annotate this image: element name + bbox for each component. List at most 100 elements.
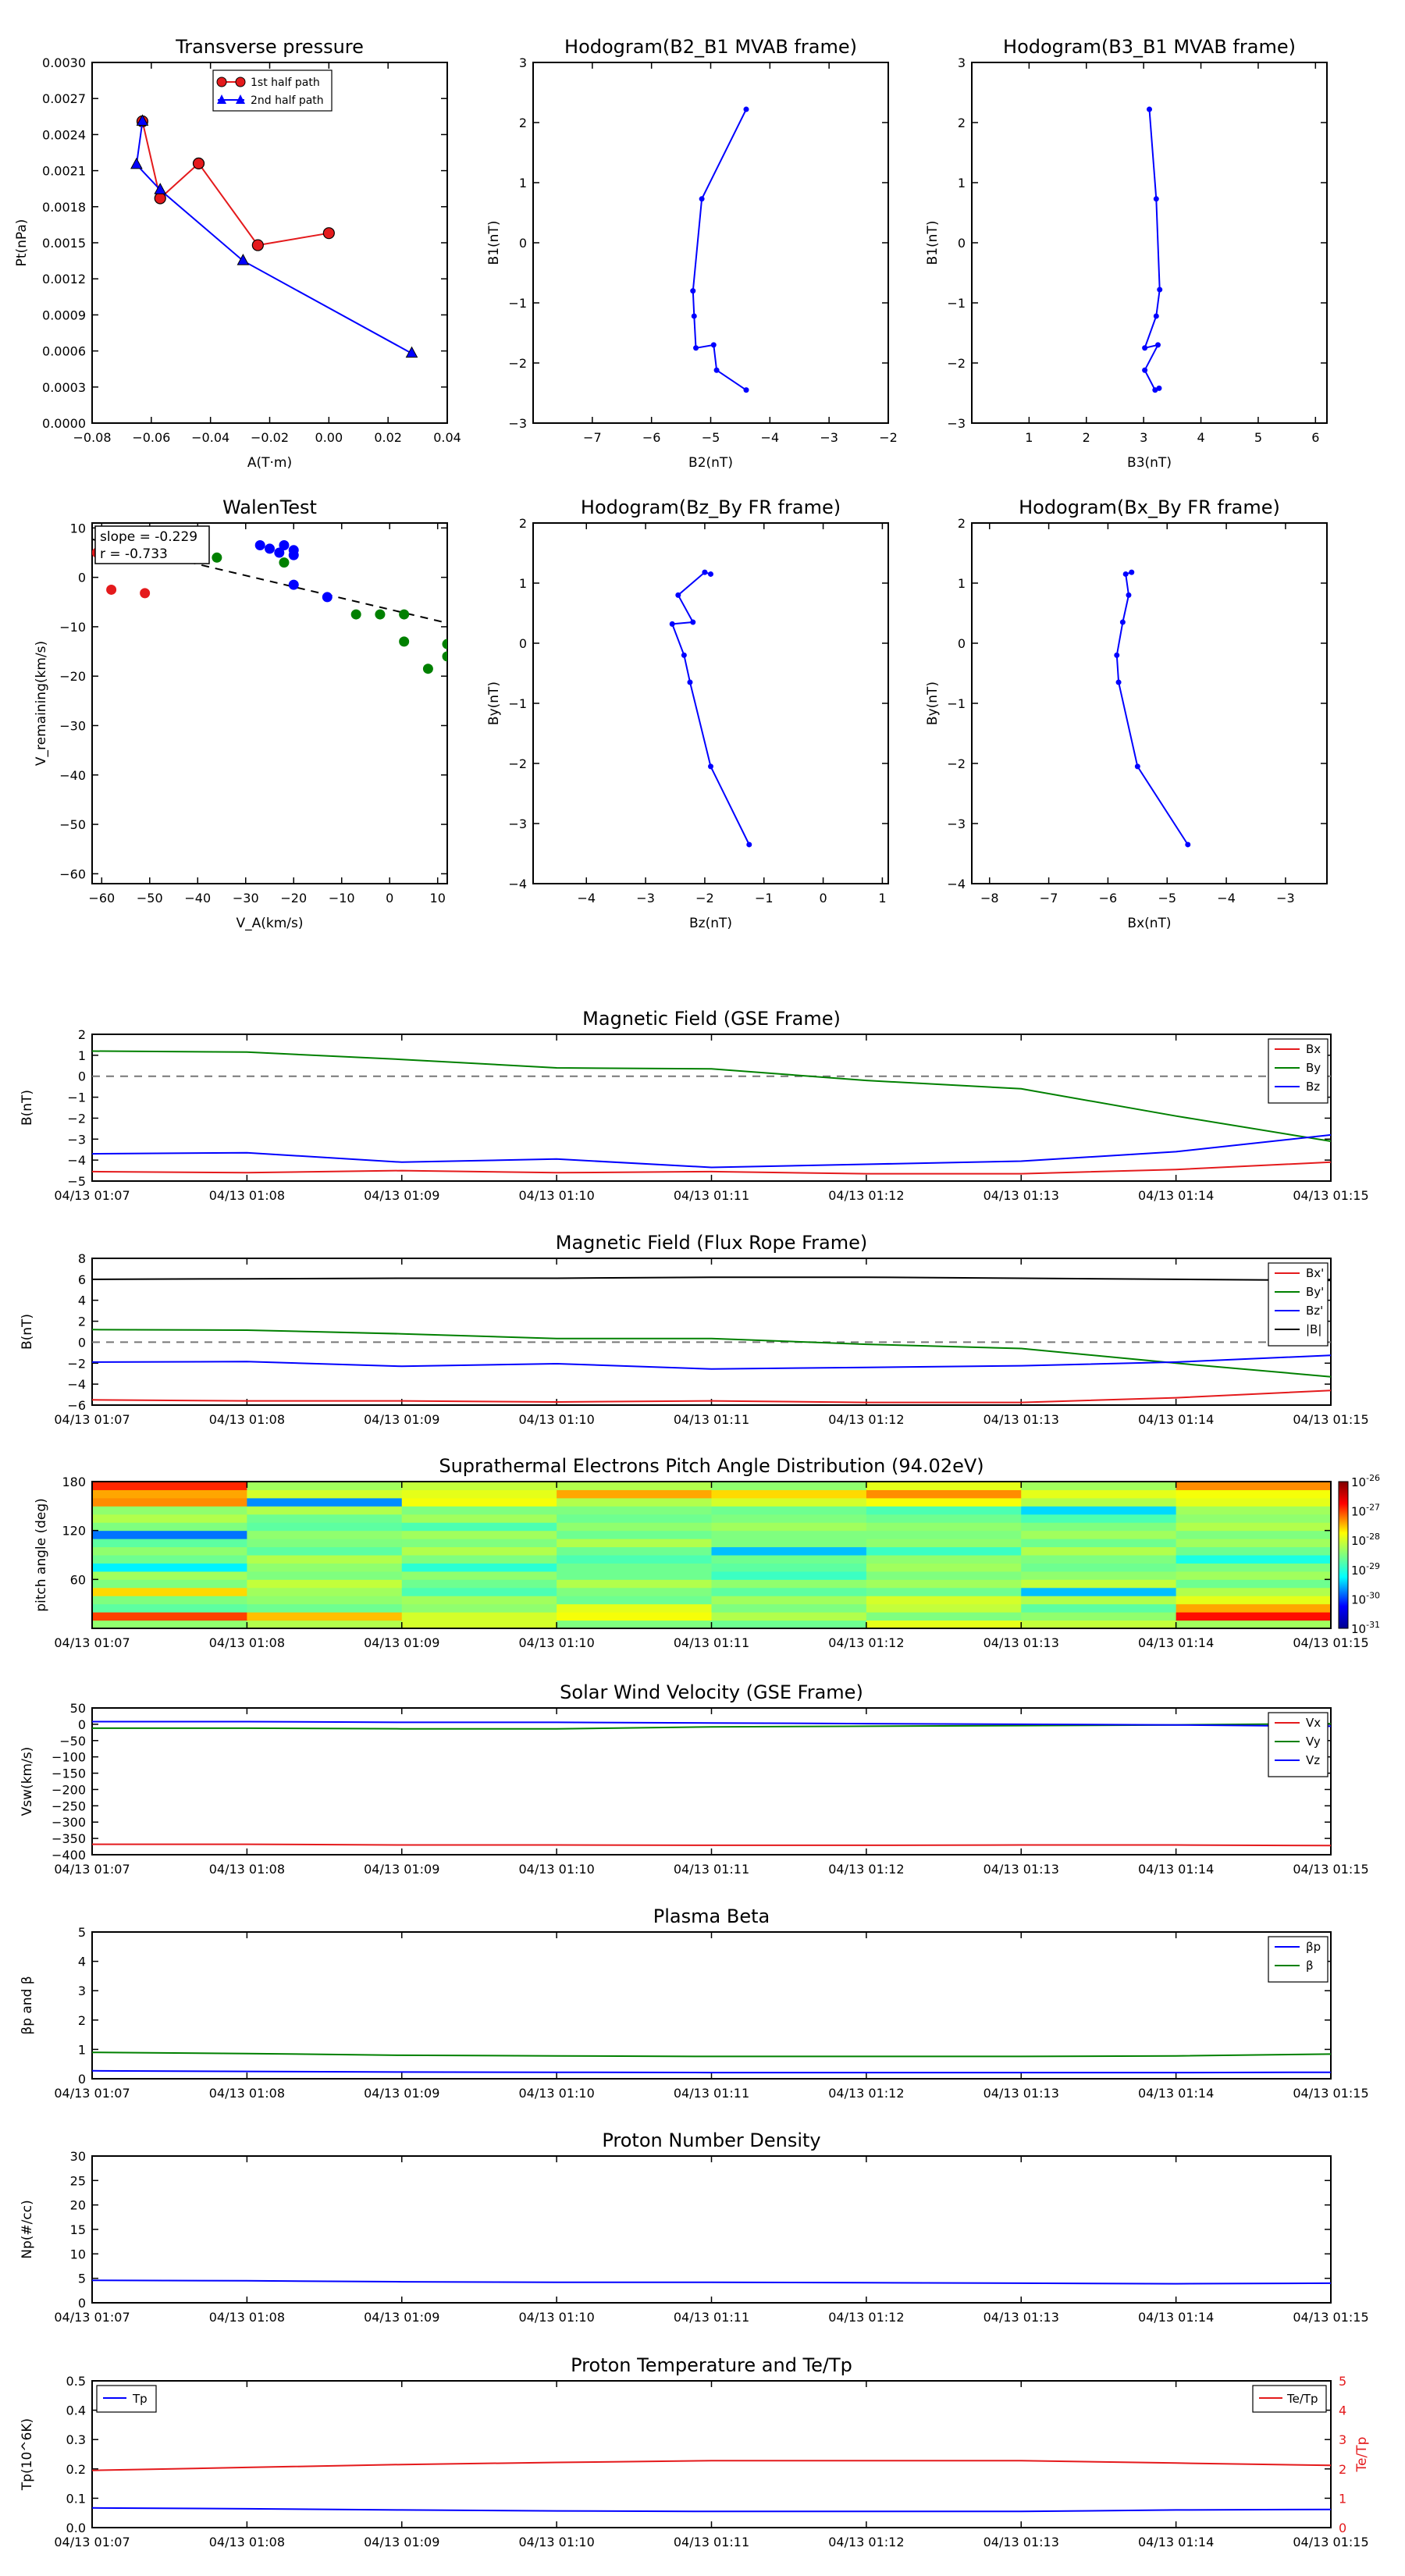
y-tick-label: 0 — [78, 2072, 86, 2087]
annotation-r: r = -0.733 — [100, 546, 168, 562]
series-line-0 — [670, 571, 750, 845]
hodogram-bx-by-chart: Hodogram(Bx_By FR frame) −4 −3 −2 −1 0 1 2 −8 −7 −… — [925, 496, 1328, 931]
heatmap-cell — [1176, 1612, 1332, 1621]
y-tick-label: −350 — [52, 1831, 86, 1846]
heatmap-cell — [92, 1620, 247, 1629]
x-tick-label: 04/13 01:14 — [1138, 2310, 1214, 2325]
y-tick-label: −300 — [52, 1815, 86, 1830]
heatmap-cell — [401, 1587, 557, 1596]
y-tick-label: −400 — [52, 1848, 86, 1863]
heatmap-cell — [557, 1489, 712, 1499]
data-point — [154, 192, 166, 205]
y-tick-label: −3 — [947, 416, 966, 431]
legend-marker — [217, 94, 226, 104]
data-point — [1115, 679, 1122, 685]
y-tick-label: 0.5 — [66, 2374, 86, 2389]
heatmap-cell — [401, 1522, 557, 1532]
heatmap-cell — [711, 1482, 867, 1490]
heatmap-cell — [866, 1620, 1022, 1629]
heatmap-cell — [711, 1612, 867, 1621]
chart-title: Hodogram(B2_B1 MVAB frame) — [564, 36, 857, 58]
heatmap-cell — [557, 1555, 712, 1564]
x-tick-label: 04/13 01:08 — [209, 2086, 285, 2101]
x-tick-label: 04/13 01:07 — [54, 1635, 130, 1650]
y-tick-label: −60 — [59, 866, 86, 881]
y-axis-label: Vsw(km/s) — [20, 1747, 35, 1816]
x-tick-label: 04/13 01:08 — [209, 1188, 285, 1203]
y-tick-label: 0.0030 — [42, 55, 86, 70]
heatmap-cell — [247, 1497, 403, 1507]
heatmap-cell — [557, 1514, 712, 1523]
x-tick-label: −40 — [184, 891, 211, 906]
heatmap-cell — [557, 1587, 712, 1596]
data-point — [212, 552, 222, 563]
x-tick-label: 04/13 01:11 — [674, 1412, 749, 1427]
y-axis-label: pitch angle (deg) — [34, 1498, 49, 1612]
data-point — [322, 227, 335, 240]
x-tick-label: 04/13 01:15 — [1293, 1635, 1368, 1650]
transverse-pressure-chart: Transverse pressure 0.0000 0.0003 0.0006 0.0… — [14, 36, 461, 471]
y-tick-label: −10 — [59, 620, 86, 635]
plot-frame — [91, 1707, 1332, 1856]
x-tick-label: 04/13 01:14 — [1138, 2086, 1214, 2101]
heatmap-cell — [401, 1603, 557, 1613]
x-tick-label: 04/13 01:11 — [674, 1862, 749, 1877]
heatmap-cell — [1021, 1546, 1177, 1556]
legend-label: 2nd half path — [251, 94, 324, 107]
y-tick-label: 0 — [958, 636, 966, 651]
heatmap-cell — [866, 1539, 1022, 1548]
heatmap-cell — [247, 1522, 403, 1532]
x-tick-label: 04/13 01:07 — [54, 1862, 130, 1877]
y-tick-label: 180 — [62, 1475, 86, 1489]
y-tick-label: 2 — [78, 1027, 86, 1042]
heatmap-cell — [1176, 1579, 1332, 1589]
legend-label: 1st half path — [251, 76, 320, 89]
x-axis-label: Bx(nT) — [1127, 916, 1171, 931]
x-tick-label: 04/13 01:09 — [364, 2310, 439, 2325]
data-point — [1134, 763, 1140, 770]
x-tick-label: −10 — [329, 891, 355, 906]
y-tick-label: −1 — [947, 296, 966, 311]
legend-label: Bz — [1306, 1080, 1320, 1094]
x-tick-label: −60 — [88, 891, 115, 906]
heatmap-cell — [247, 1603, 403, 1613]
chart-title: Transverse pressure — [175, 36, 364, 58]
heatmap-cell — [92, 1563, 247, 1572]
data-point — [130, 157, 143, 169]
y-tick-label: 2 — [78, 1315, 86, 1329]
heatmap-cell — [1021, 1489, 1177, 1499]
data-point — [322, 592, 333, 603]
heatmap-cell — [866, 1603, 1022, 1613]
heatmap-cell — [92, 1546, 247, 1556]
heatmap-cell — [557, 1539, 712, 1548]
x-tick-label: 04/13 01:10 — [518, 1635, 594, 1650]
x-tick-label: 04/13 01:13 — [984, 1188, 1059, 1203]
heatmap-cell — [247, 1546, 403, 1556]
series-line-0 — [91, 2069, 1332, 2074]
y-axis-label: Tp(10^6K) — [20, 2418, 35, 2491]
y-tick-label: 2 — [958, 516, 966, 531]
x-tick-label: 04/13 01:14 — [1138, 1412, 1214, 1427]
plot-frame — [91, 1258, 1332, 1406]
x-axis-label: V_A(km/s) — [236, 916, 303, 931]
chart-title: Magnetic Field (GSE Frame) — [582, 1008, 841, 1030]
y-tick-label: 1 — [78, 1048, 86, 1063]
series-line-1 — [91, 2051, 1332, 2058]
heatmap-cell — [557, 1620, 712, 1629]
x-tick-label: 04/13 01:11 — [674, 2535, 749, 2549]
legend-label: Te/Tp — [1286, 2392, 1318, 2406]
y-axis-label: B1(nT) — [486, 221, 502, 265]
y-tick-label: −2 — [947, 756, 966, 771]
x-tick-label: 04/13 01:14 — [1138, 1635, 1214, 1650]
heatmap-cell — [247, 1506, 403, 1515]
heatmap-cell — [92, 1603, 247, 1613]
y-tick-label: −3 — [508, 817, 527, 831]
y-right-tick-label: 3 — [1339, 2432, 1346, 2447]
colorbar-exponent: -27 — [1366, 1503, 1380, 1513]
colorbar-base: 10 — [1351, 1622, 1366, 1636]
y-axis-label: Pt(nPa) — [14, 219, 30, 267]
y-tick-label: 120 — [62, 1524, 86, 1539]
y-tick-label: 6 — [78, 1272, 86, 1287]
y-tick-label: 0.0024 — [42, 127, 86, 142]
heatmap-cell — [711, 1571, 867, 1580]
